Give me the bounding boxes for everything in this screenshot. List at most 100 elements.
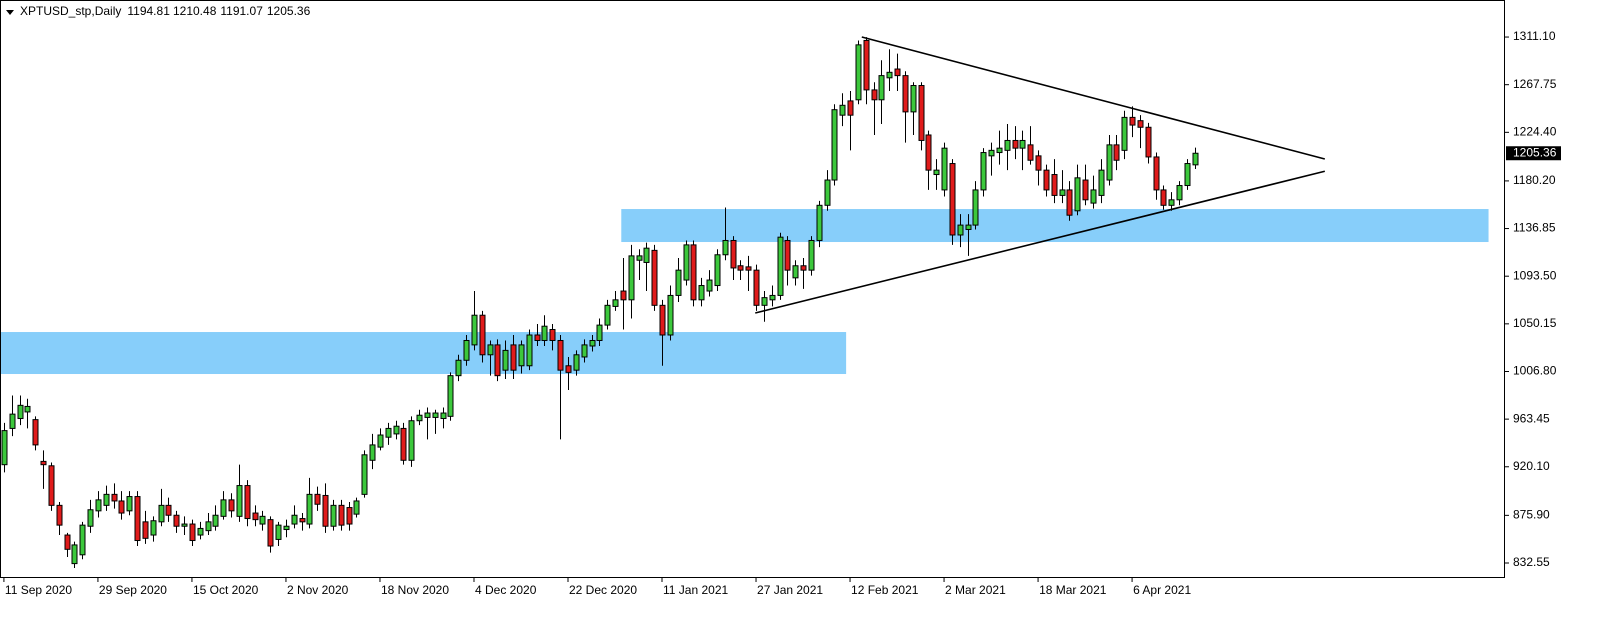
candle-body [24, 405, 31, 413]
candle-body [1004, 139, 1011, 151]
candle-body [643, 247, 650, 263]
candle-body [690, 244, 697, 301]
candle-body [1153, 156, 1160, 191]
candle-body [252, 512, 259, 521]
candle-body [863, 39, 870, 91]
candle-body [886, 71, 893, 79]
candle-body [996, 147, 1003, 154]
candle-body [988, 149, 995, 157]
candle-body [604, 304, 611, 326]
current-price-label: 1205.36 [1513, 145, 1557, 159]
chart-title: XPTUSD_stp,Daily [20, 4, 121, 18]
x-tick-label: 4 Dec 2020 [475, 583, 537, 597]
candle-body [142, 521, 149, 539]
candle-body [9, 413, 16, 429]
candle-body [878, 75, 885, 101]
candle-body [393, 425, 400, 435]
candle-body [1051, 174, 1058, 196]
menu-arrow [6, 10, 14, 15]
candle-body [377, 434, 384, 448]
x-tick-label: 2 Mar 2021 [945, 583, 1006, 597]
candle-body [933, 169, 940, 176]
candle-body [126, 496, 133, 512]
candle-body [32, 419, 39, 446]
y-tick-label: 1136.85 [1513, 221, 1556, 235]
candle-body [48, 465, 55, 506]
candle-body [761, 297, 768, 306]
candle-body [424, 412, 431, 418]
candle-body [267, 519, 274, 547]
candle-body [714, 254, 721, 287]
candle-body [1176, 185, 1183, 201]
candle-body [455, 359, 462, 377]
candle-body [824, 179, 831, 206]
candle-body [596, 324, 603, 341]
y-tick-label: 875.90 [1513, 508, 1550, 522]
candle-body [941, 147, 948, 191]
y-tick-label: 1006.80 [1513, 364, 1557, 378]
candle-body [816, 204, 823, 241]
candle-body [56, 504, 63, 526]
candle-body [769, 294, 776, 301]
candle-body [792, 265, 799, 279]
candle-body [1160, 189, 1167, 206]
candle-body [534, 334, 541, 341]
y-tick-label: 832.55 [1513, 555, 1550, 569]
candle-body [111, 493, 118, 502]
x-tick-label: 18 Nov 2020 [381, 583, 449, 597]
trendline [861, 36, 1326, 160]
x-tick-label: 12 Feb 2021 [851, 583, 919, 597]
candle-body [361, 454, 368, 495]
candle-body [667, 294, 674, 336]
plot-frame [0, 0, 1505, 578]
candle-body [173, 514, 180, 527]
candle-body [150, 520, 157, 536]
y-tick-label: 963.45 [1513, 411, 1550, 425]
candle-body [557, 339, 564, 371]
candle-body [980, 152, 987, 191]
candle-body [502, 349, 509, 371]
y-tick-label: 1180.20 [1513, 173, 1556, 187]
low-value: 1191.07 [220, 4, 263, 18]
candle-body [581, 344, 588, 358]
candle-body [855, 44, 862, 101]
candle-body [1027, 144, 1034, 161]
candle-body [471, 314, 478, 346]
candle-body [745, 266, 752, 271]
candle-body [651, 249, 658, 306]
trendline [755, 170, 1326, 314]
candle-body [479, 314, 486, 356]
candle-body [730, 239, 737, 269]
candle-body [400, 427, 407, 461]
x-tick-label: 11 Jan 2021 [663, 583, 728, 597]
candle-body [1035, 155, 1042, 171]
candle-body [925, 134, 932, 171]
candle-body [620, 290, 627, 301]
candle-body [1145, 126, 1152, 158]
candle-body [385, 427, 392, 438]
candle-body [949, 163, 956, 236]
candle-body [17, 404, 24, 420]
candle-body [589, 339, 596, 347]
candle-body [636, 255, 643, 261]
candle-body [64, 534, 71, 550]
candle-body [220, 499, 227, 517]
current-price-box [1506, 146, 1561, 161]
candle-body [957, 224, 964, 236]
x-tick-label: 29 Sep 2020 [99, 583, 167, 597]
x-tick-label: 27 Jan 2021 [757, 583, 823, 597]
candle-body [972, 189, 979, 226]
candle-body [189, 523, 196, 542]
candle-body [871, 89, 878, 101]
candle-body [165, 504, 172, 516]
y-tick-label: 1050.15 [1513, 316, 1557, 330]
candle-body [353, 500, 360, 515]
candle-body [212, 514, 219, 527]
candle-body [1, 430, 8, 466]
candle-body [338, 504, 345, 526]
candle-body [675, 269, 682, 296]
y-tick-label: 1093.50 [1513, 268, 1557, 282]
x-tick-label: 6 Apr 2021 [1133, 583, 1191, 597]
candle-body [510, 344, 517, 371]
chart-header: XPTUSD_stp,Daily 1194.81 1210.48 1191.07 120… [20, 4, 311, 18]
